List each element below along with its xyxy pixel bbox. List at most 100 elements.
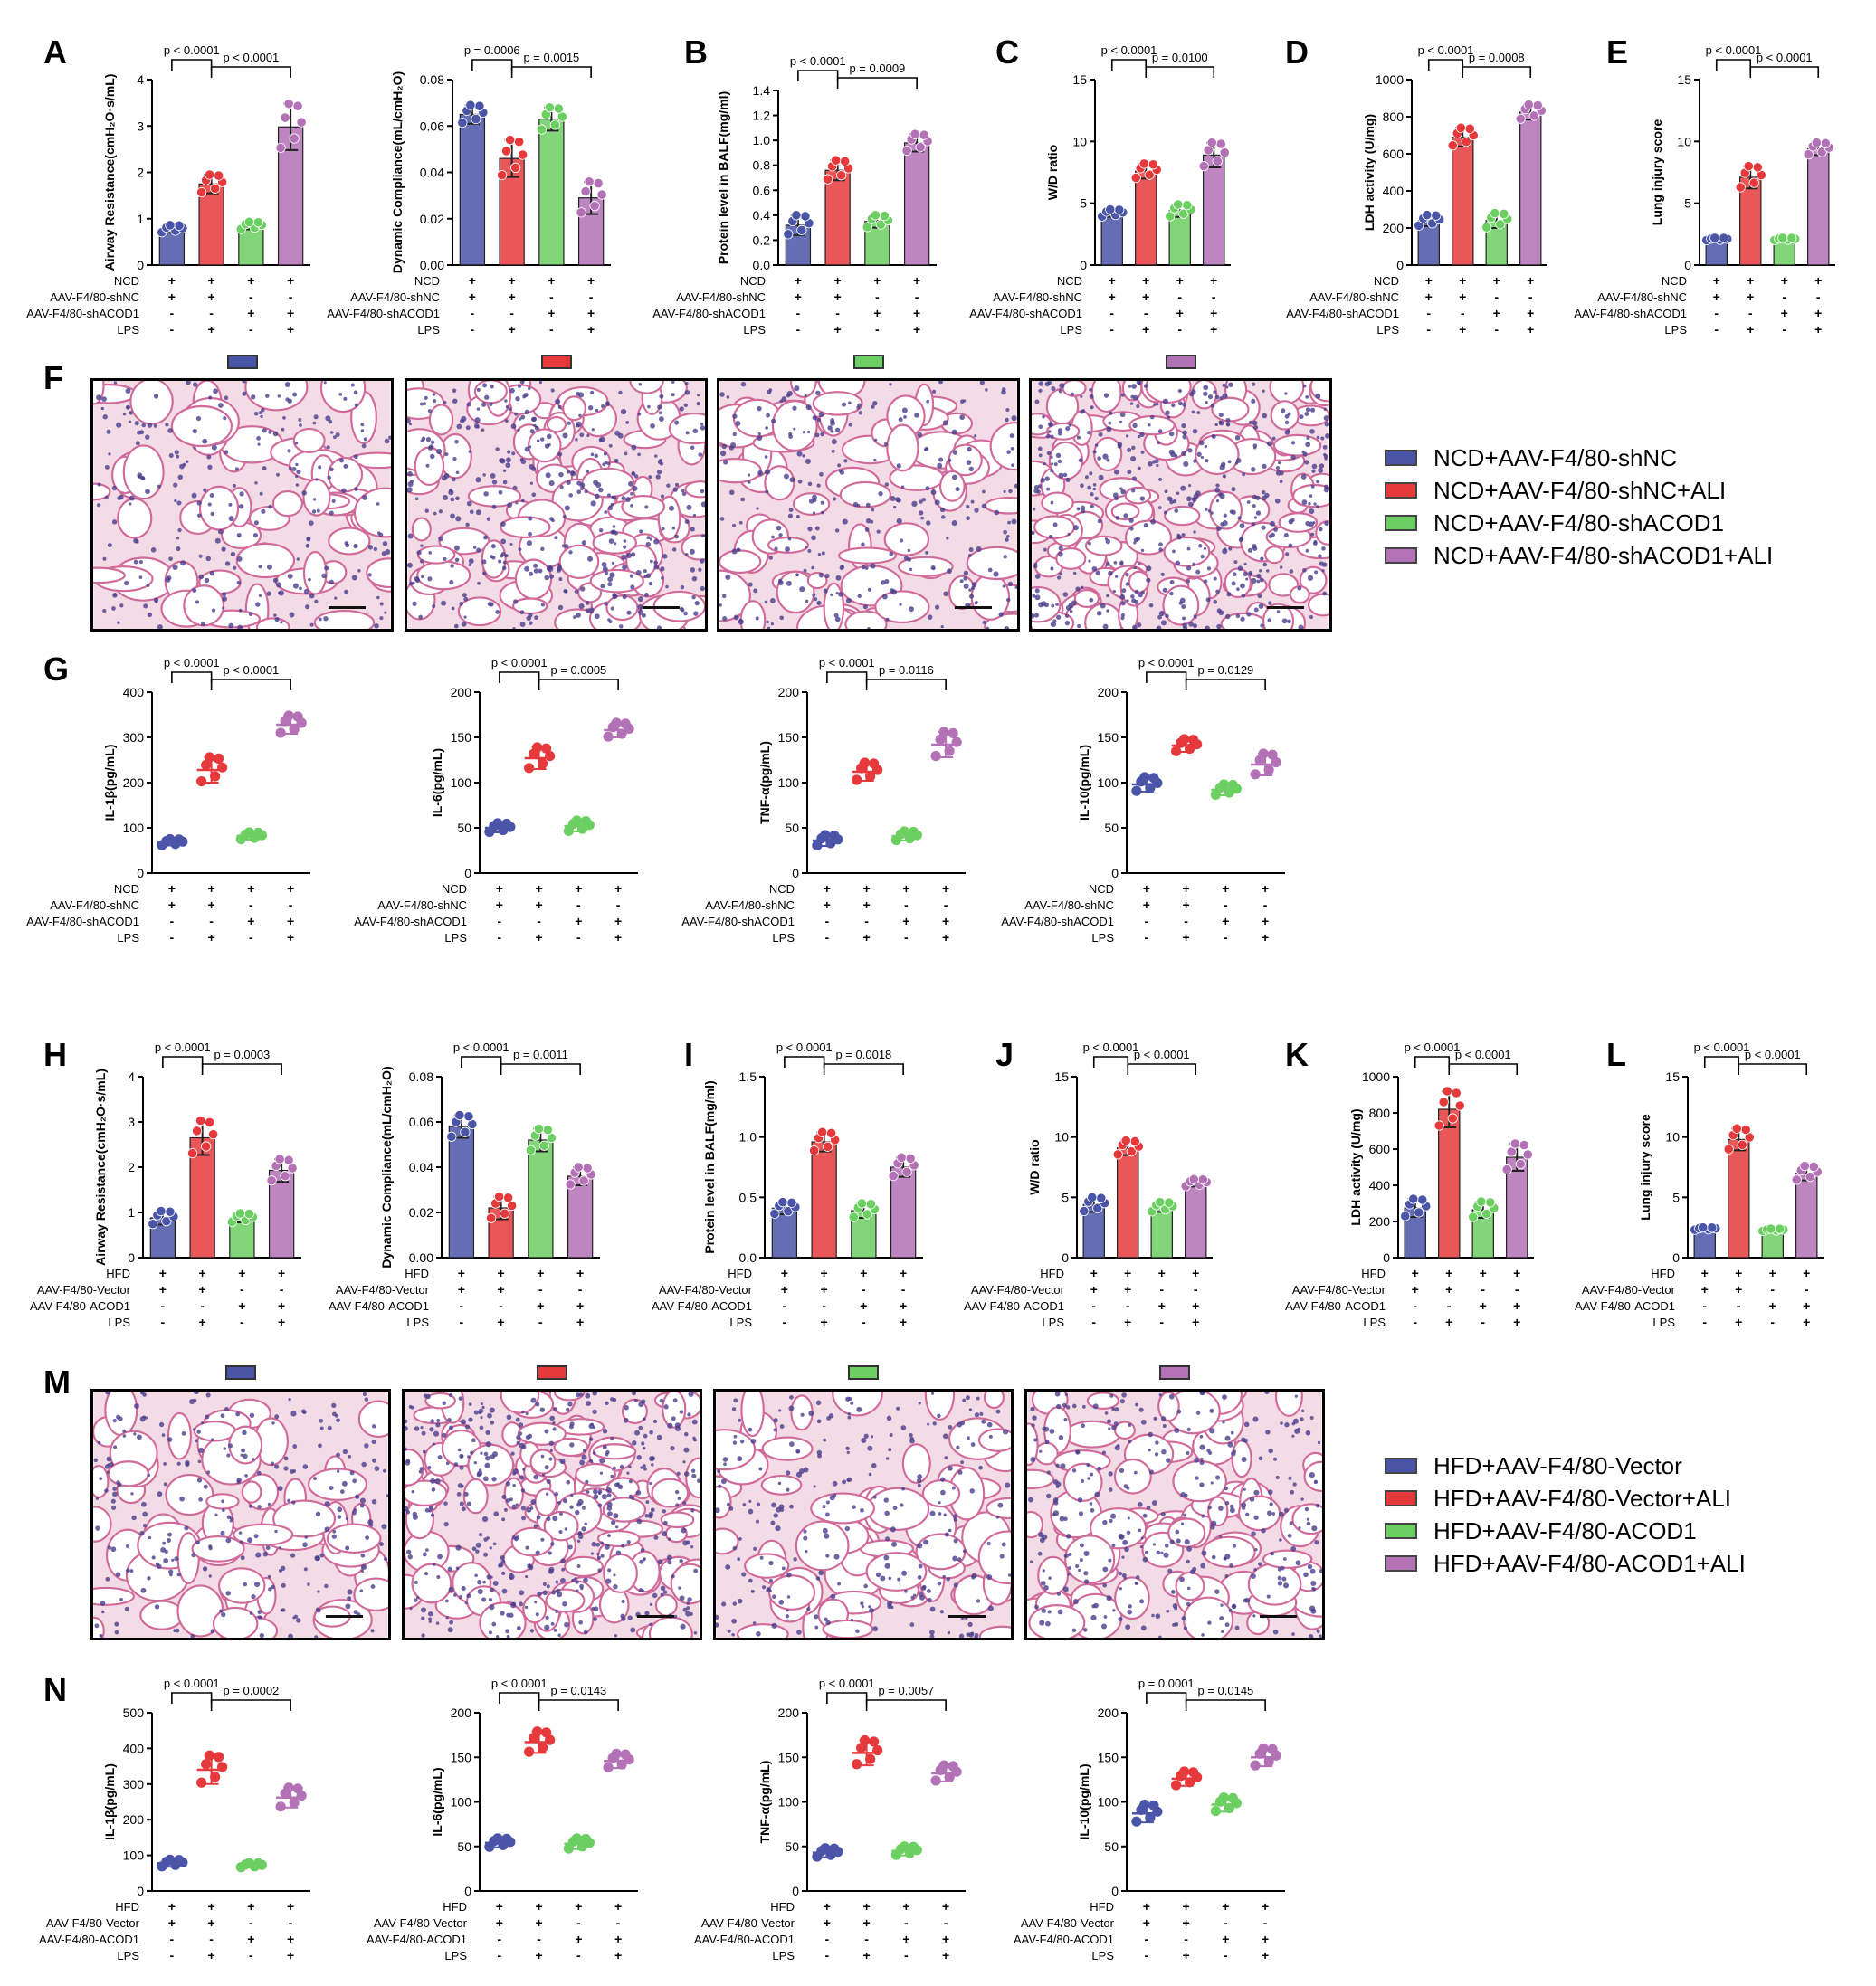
- nucleus: [604, 602, 608, 606]
- condition-label: AAV-F4/80-shACOD1: [681, 915, 795, 928]
- nucleus: [1130, 456, 1137, 462]
- nucleus: [575, 1580, 579, 1584]
- nucleus: [856, 405, 861, 410]
- nucleus: [867, 1445, 873, 1451]
- nucleus: [885, 1457, 890, 1460]
- nucleus: [633, 1399, 638, 1403]
- y-tick-label: 2: [137, 166, 144, 180]
- p-value-label: p < 0.0001: [164, 656, 220, 670]
- y-tick-label: 10: [1054, 1130, 1069, 1145]
- condition-sign: -: [249, 1948, 253, 1962]
- nucleus: [124, 580, 129, 586]
- nucleus: [593, 1606, 599, 1611]
- nucleus: [562, 1601, 567, 1607]
- nucleus: [1102, 453, 1109, 460]
- nucleus: [1064, 1392, 1068, 1397]
- condition-sign: -: [170, 930, 175, 945]
- condition-label: HFD: [115, 1900, 139, 1914]
- nucleus: [925, 550, 929, 555]
- nucleus: [643, 593, 649, 597]
- condition-sign: +: [469, 290, 476, 304]
- data-point: [283, 99, 294, 109]
- nucleus: [649, 1430, 654, 1435]
- condition-sign: +: [168, 1915, 176, 1930]
- significance-bracket: [471, 59, 513, 71]
- nucleus: [407, 418, 411, 424]
- nucleus: [620, 1613, 625, 1619]
- nucleus: [683, 403, 688, 408]
- y-axis-label: IL-6(pg/mL): [430, 1767, 444, 1836]
- nucleus: [1186, 1450, 1190, 1456]
- nucleus: [284, 382, 290, 388]
- nucleus: [610, 1520, 616, 1525]
- condition-sign: +: [1090, 1282, 1098, 1297]
- condition-sign: -: [1805, 1282, 1809, 1297]
- nucleus: [519, 1475, 525, 1480]
- nucleus: [583, 1630, 588, 1635]
- nucleus: [1299, 414, 1304, 420]
- nucleus: [919, 499, 923, 504]
- nucleus: [557, 451, 563, 457]
- condition-sign: -: [616, 898, 621, 912]
- nucleus: [518, 1601, 523, 1607]
- y-tick-label: 400: [123, 1741, 145, 1755]
- alveolus: [1063, 1420, 1121, 1449]
- p-value-label: p < 0.0001: [1418, 43, 1474, 57]
- nucleus: [659, 394, 664, 399]
- nucleus: [716, 1622, 719, 1628]
- nucleus: [205, 556, 211, 562]
- alveolus: [479, 1601, 527, 1638]
- nucleus: [747, 480, 751, 484]
- nucleus: [960, 1460, 964, 1465]
- nucleus: [612, 1398, 617, 1402]
- y-tick-label: 0.8: [753, 158, 771, 173]
- condition-label: LPS: [117, 1949, 139, 1962]
- nucleus: [1143, 384, 1148, 388]
- nucleus: [876, 529, 881, 534]
- nucleus: [818, 572, 824, 578]
- nucleus: [1052, 522, 1058, 527]
- alveolus: [510, 1526, 554, 1557]
- nucleus: [110, 1505, 117, 1510]
- nucleus: [1270, 520, 1275, 527]
- nucleus: [1102, 1582, 1107, 1588]
- nucleus: [189, 1399, 195, 1405]
- nucleus: [919, 510, 924, 516]
- nucleus: [580, 1586, 584, 1591]
- nucleus: [111, 606, 116, 611]
- nucleus: [456, 423, 462, 430]
- data-point: [214, 1752, 224, 1763]
- nucleus: [881, 594, 888, 600]
- alveolus: [405, 1448, 425, 1487]
- nucleus: [953, 1517, 957, 1522]
- nucleus: [1148, 1431, 1153, 1438]
- condition-sign: +: [1142, 290, 1149, 304]
- data-point: [1210, 1805, 1221, 1817]
- nucleus: [587, 405, 594, 411]
- nucleus: [1042, 1569, 1045, 1573]
- nucleus: [414, 1426, 420, 1431]
- nucleus: [870, 1435, 874, 1439]
- nucleus: [438, 536, 443, 542]
- p-value-label: p = 0.0001: [1138, 1677, 1195, 1690]
- p-value-label: p = 0.0005: [550, 663, 606, 677]
- nucleus: [311, 509, 317, 514]
- nucleus: [468, 563, 472, 567]
- nucleus: [498, 559, 502, 564]
- condition-sign: -: [1126, 1298, 1130, 1313]
- data-point: [1144, 169, 1155, 180]
- nucleus: [1203, 579, 1208, 584]
- condition-sign: +: [1747, 273, 1754, 288]
- condition-sign: +: [575, 881, 582, 896]
- nucleus: [1089, 471, 1093, 476]
- condition-label: LPS: [1091, 1949, 1114, 1962]
- data-point: [1218, 779, 1229, 790]
- nucleus: [883, 1497, 889, 1503]
- nucleus: [1236, 587, 1240, 591]
- data-point: [500, 1208, 510, 1219]
- alveolus: [1110, 502, 1140, 521]
- alveolus: [771, 400, 818, 452]
- data-point: [856, 1198, 867, 1209]
